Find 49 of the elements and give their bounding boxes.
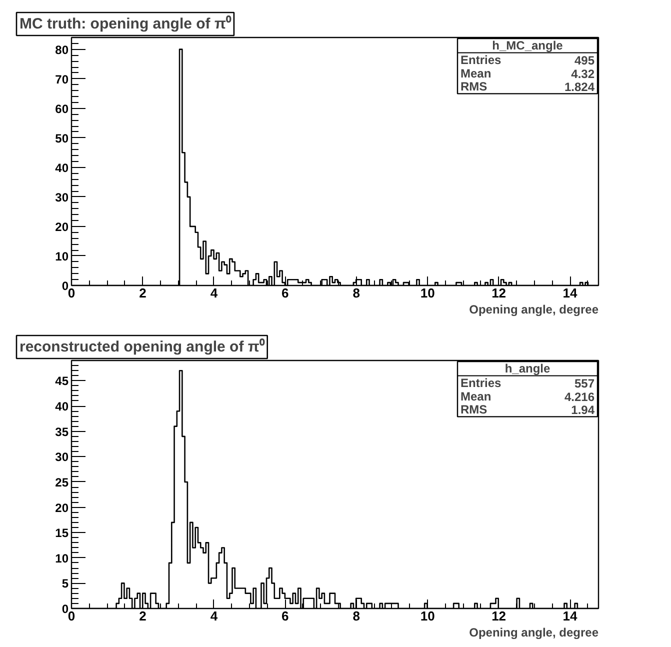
y-tick-label: 40 [55, 160, 69, 175]
annotation: Mean [460, 66, 492, 80]
y-tick-label: 30 [55, 190, 69, 204]
annotation: 1.94 [571, 403, 595, 418]
y-tick-label: 20 [55, 500, 69, 515]
annotation: 4.216 [564, 390, 595, 404]
x-tick-label: 14 [562, 286, 578, 300]
y-tick-label: 35 [55, 424, 69, 439]
annotation: 4.32 [571, 66, 595, 81]
x-tick-label: 8 [352, 286, 360, 300]
y-tick-label: 30 [55, 450, 69, 464]
annotation: 1.824 [564, 80, 595, 94]
y-tick-label: 10 [55, 249, 69, 264]
y-tick-label: 40 [55, 400, 69, 414]
annotation: h_MC_angle [492, 38, 564, 53]
annotation: RMS [460, 402, 488, 417]
annotation: 557 [574, 376, 595, 390]
chart-title: reconstructed opening angle of π⁰ [20, 338, 266, 356]
annotation: h_angle [504, 362, 550, 376]
annotation: 495 [574, 53, 595, 68]
x-tick-label: 4 [210, 608, 218, 624]
annotation: Mean [460, 389, 492, 404]
y-tick-label: 20 [55, 220, 69, 234]
y-tick-label: 25 [55, 475, 69, 490]
x-tick-label: 12 [492, 286, 506, 300]
x-tick-label: 12 [492, 608, 506, 624]
x-tick-label: 6 [282, 608, 289, 624]
y-tick-label: 80 [55, 42, 69, 57]
y-tick-label: 5 [62, 576, 69, 591]
x-tick-label: 2 [139, 608, 146, 624]
annotation: Entries [460, 52, 502, 67]
x-axis-title: Opening angle, degree [469, 302, 599, 316]
y-tick-label: 70 [55, 72, 69, 86]
y-tick-label: 45 [55, 374, 69, 388]
x-tick-label: 14 [562, 608, 578, 624]
annotation: RMS [460, 80, 488, 94]
x-tick-label: 10 [420, 286, 435, 300]
x-tick-label: 10 [420, 608, 435, 624]
x-tick-label: 6 [282, 286, 289, 300]
x-tick-label: 2 [139, 286, 146, 300]
x-tick-label: 8 [352, 608, 360, 624]
annotation: Entries [460, 376, 502, 390]
chart-title: MC truth: opening angle of π⁰ [20, 14, 232, 32]
y-tick-label: 60 [55, 102, 69, 116]
x-axis-title: Opening angle, degree [469, 626, 599, 640]
y-tick-label: 10 [55, 551, 69, 566]
y-tick-label: 50 [55, 131, 69, 146]
y-tick-label: 15 [55, 526, 69, 540]
x-tick-label: 4 [210, 286, 218, 300]
